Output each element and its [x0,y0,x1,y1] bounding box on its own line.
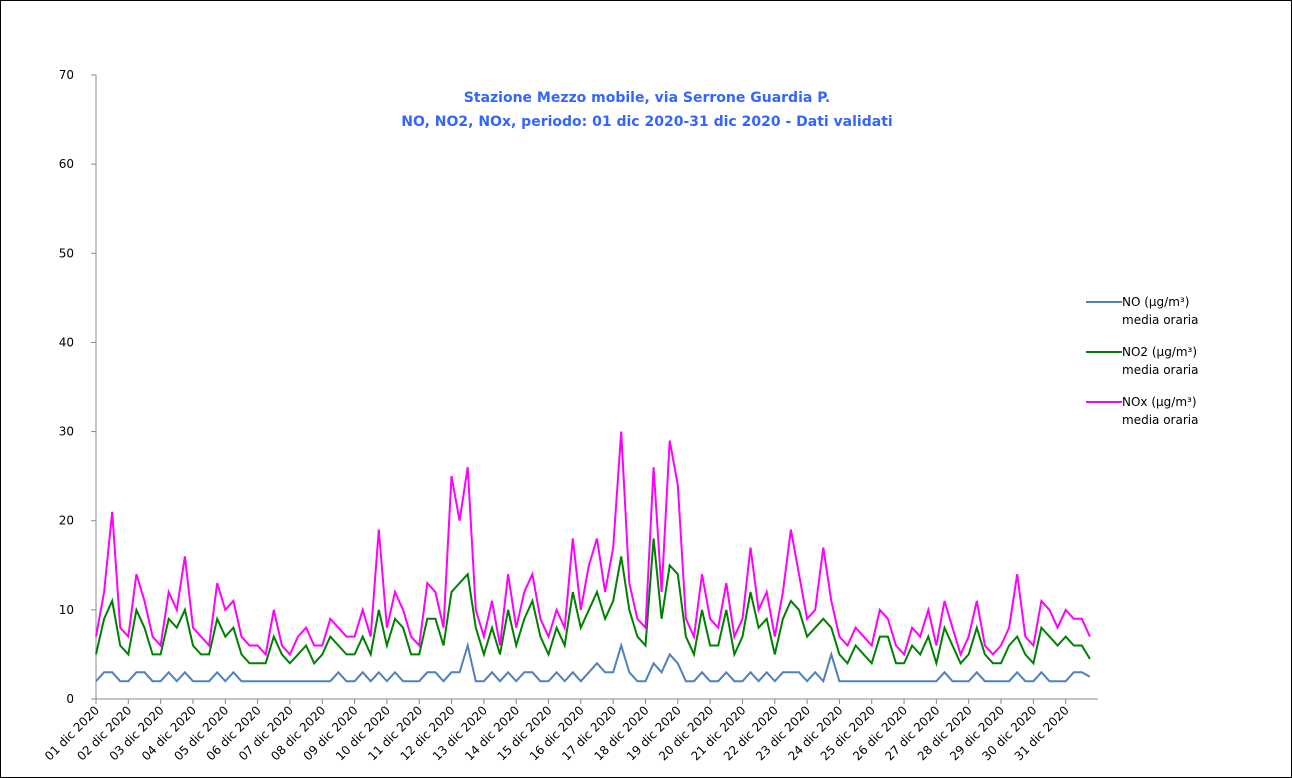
series-line [95,641,1091,684]
legend-item: NO2 (µg/m³) media oraria [1086,343,1236,379]
legend-swatch [1086,401,1122,403]
legend-label: NO (µg/m³) media oraria [1122,295,1199,327]
y-tick-label: 30 [59,425,74,439]
series-line [95,538,1091,668]
legend-label: NO2 (µg/m³) media oraria [1122,345,1199,377]
legend-swatch [1086,301,1122,303]
legend-item: NOx (µg/m³) media oraria [1086,393,1236,429]
legend: NO (µg/m³) media oraria NO2 (µg/m³) media… [1086,293,1236,443]
legend-item: NO (µg/m³) media oraria [1086,293,1236,329]
y-tick-label: 20 [59,514,74,528]
legend-swatch [1086,351,1122,353]
legend-label: NOx (µg/m³) media oraria [1122,395,1199,427]
chart-title: Stazione Mezzo mobile, via Serrone Guard… [464,90,830,106]
y-tick-label: 10 [59,603,74,617]
y-tick-label: 70 [59,68,74,82]
y-tick-label: 50 [59,246,74,260]
chart-subtitle: NO, NO2, NOx, periodo: 01 dic 2020-31 di… [401,114,892,130]
y-tick-label: 60 [59,157,74,171]
y-tick-label: 40 [59,335,74,349]
y-tick-label: 0 [66,692,74,706]
series-line [95,431,1091,658]
